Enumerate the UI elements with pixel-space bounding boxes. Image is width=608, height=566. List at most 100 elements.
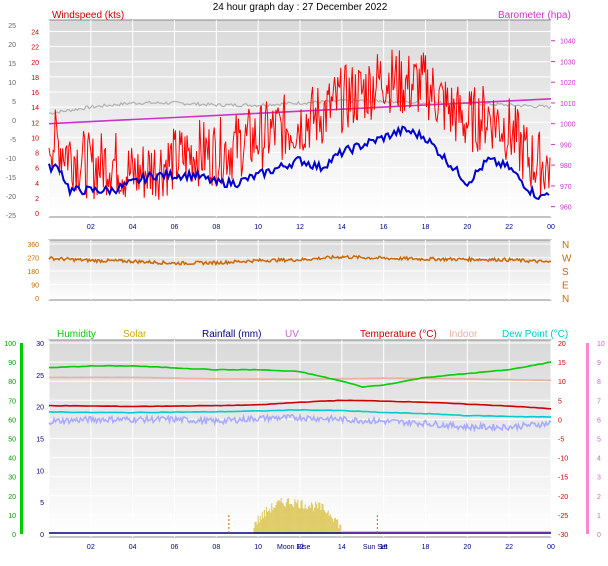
temp-x-tick-label: 22: [505, 544, 513, 551]
uv-tick-label: 1: [597, 513, 601, 520]
humidity-tick-label: 50: [8, 437, 16, 444]
compass-label: W: [562, 254, 572, 265]
uv-tick-label: 9: [597, 360, 601, 367]
wind-x-ticks: 02 04 06 08 10 12 14 16 18 20 22 00: [87, 224, 555, 231]
wind-outer-tick-label: -20: [6, 194, 16, 201]
legend-item: Rainfall (mm): [202, 329, 261, 340]
temp-x-tick-label: 10: [254, 544, 262, 551]
wind-tick-label: 14: [31, 105, 39, 112]
temperature-line: [48, 399, 552, 410]
humidity-tick-label: 10: [8, 513, 16, 520]
barometer-tick-label: 980: [560, 163, 572, 170]
humidity-tick-label: 0: [12, 532, 16, 539]
temperature-ticks: 20 15 10 5 0 -5 -10 -15 -20 -25 -30: [558, 341, 568, 539]
barometer-tick-label: 970: [560, 184, 572, 191]
temperature-tick-label: 5: [558, 398, 562, 405]
humidity-tick-label: 90: [8, 360, 16, 367]
temp-x-tick-label: 08: [212, 544, 220, 551]
wind-tick-label: 10: [31, 135, 39, 142]
rainfall-tick-label: 25: [36, 373, 44, 380]
wind-outer-tick-label: 15: [8, 61, 16, 68]
temp-x-tick-label: 00: [547, 544, 555, 551]
windspeed-gust-line: [48, 49, 551, 200]
wind-outer-tick-label: -15: [6, 175, 16, 182]
legend-item: Solar: [123, 329, 147, 340]
wind-outer-tick-label: -5: [10, 137, 16, 144]
humidity-line: [49, 361, 552, 389]
wind-outer-tick-label: 10: [8, 80, 16, 87]
grey-line: [48, 98, 552, 115]
uv-tick-label: 10: [597, 341, 605, 348]
solar-area: [253, 498, 342, 534]
wind-tick-label: 22: [31, 45, 39, 52]
windspeed-avg-line: [48, 125, 550, 201]
wind-x-tick-label: 06: [171, 224, 179, 231]
direction-tick-label: 360: [27, 242, 39, 249]
wind-outer-tick-label: 0: [12, 118, 16, 125]
wind-x-tick-label: 16: [380, 224, 388, 231]
moonrise-label: Moon Rise: [277, 544, 311, 551]
wind-tick-label: 2: [35, 196, 39, 203]
temp-x-tick-label: 06: [171, 544, 179, 551]
wind-tick-label: 8: [35, 151, 39, 158]
humidity-tick-label: 80: [8, 379, 16, 386]
barometer-tick-label: 960: [560, 205, 572, 212]
temp-x-tick-label: 16: [380, 544, 388, 551]
wind-x-tick-label: 04: [129, 224, 137, 231]
temperature-tick-label: 0: [558, 417, 562, 424]
temperature-tick-label: -30: [558, 532, 568, 539]
humidity-tick-label: 100: [4, 341, 16, 348]
temperature-tick-label: 20: [558, 341, 566, 348]
direction-line: [48, 254, 552, 267]
rainfall-tick-label: 5: [40, 500, 44, 507]
rainfall-tick-label: 0: [40, 532, 44, 539]
wind-tick-label: 4: [35, 181, 39, 188]
temp-x-tick-label: 02: [87, 544, 95, 551]
uv-tick-label: 0: [597, 532, 601, 539]
barometer-tick-label: 1000: [560, 122, 576, 129]
rainfall-tick-label: 20: [36, 405, 44, 412]
compass-label: E: [562, 281, 569, 292]
indoor-line: [49, 376, 552, 382]
barometer-tick-label: 1020: [560, 80, 576, 87]
temperature-tick-label: -15: [558, 475, 568, 482]
compass-label: N: [562, 294, 569, 305]
direction-tick-label: 0: [35, 296, 39, 303]
direction-tick-label: 180: [27, 269, 39, 276]
wind-x-tick-label: 08: [212, 224, 220, 231]
wind-grid: [48, 20, 552, 217]
temperature-tick-label: -5: [558, 437, 564, 444]
graph-title: 24 hour graph day : 27 December 2022: [213, 2, 388, 13]
wind-tick-label: 20: [31, 60, 39, 67]
compass-label: N: [562, 240, 569, 251]
barometer-axis-label: Barometer (hpa): [498, 10, 571, 21]
temperature-tick-label: -25: [558, 513, 568, 520]
wind-outer-tick-label: -25: [6, 213, 16, 220]
uv-tick-label: 7: [597, 398, 601, 405]
legend-item: Indoor: [449, 329, 478, 340]
barometer-tick-label: 990: [560, 142, 572, 149]
temperature-tick-label: -10: [558, 456, 568, 463]
wind-outer-tick-label: -10: [6, 156, 16, 163]
wind-left-outer-ticks: 25 20 15 10 5 0 -5 -10 -15 -20 -25: [6, 23, 16, 220]
temperature-tick-label: -20: [558, 494, 568, 501]
humidity-tick-label: 40: [8, 456, 16, 463]
humidity-tick-label: 30: [8, 475, 16, 482]
wind-tick-label: 0: [35, 211, 39, 218]
temp-x-tick-label: 04: [129, 544, 137, 551]
sunset-label: Sun Set: [363, 544, 388, 551]
temperature-tick-label: 10: [558, 379, 566, 386]
direction-tick-label: 270: [27, 256, 39, 263]
temp-x-tick-label: 18: [422, 544, 430, 551]
humidity-tick-label: 60: [8, 417, 16, 424]
wind-x-tick-label: 02: [87, 224, 95, 231]
wind-x-tick-label: 00: [547, 224, 555, 231]
humidity-tick-label: 70: [8, 398, 16, 405]
wind-x-tick-label: 14: [338, 224, 346, 231]
dewpoint-line: [48, 408, 552, 418]
direction-grid: [48, 240, 552, 300]
